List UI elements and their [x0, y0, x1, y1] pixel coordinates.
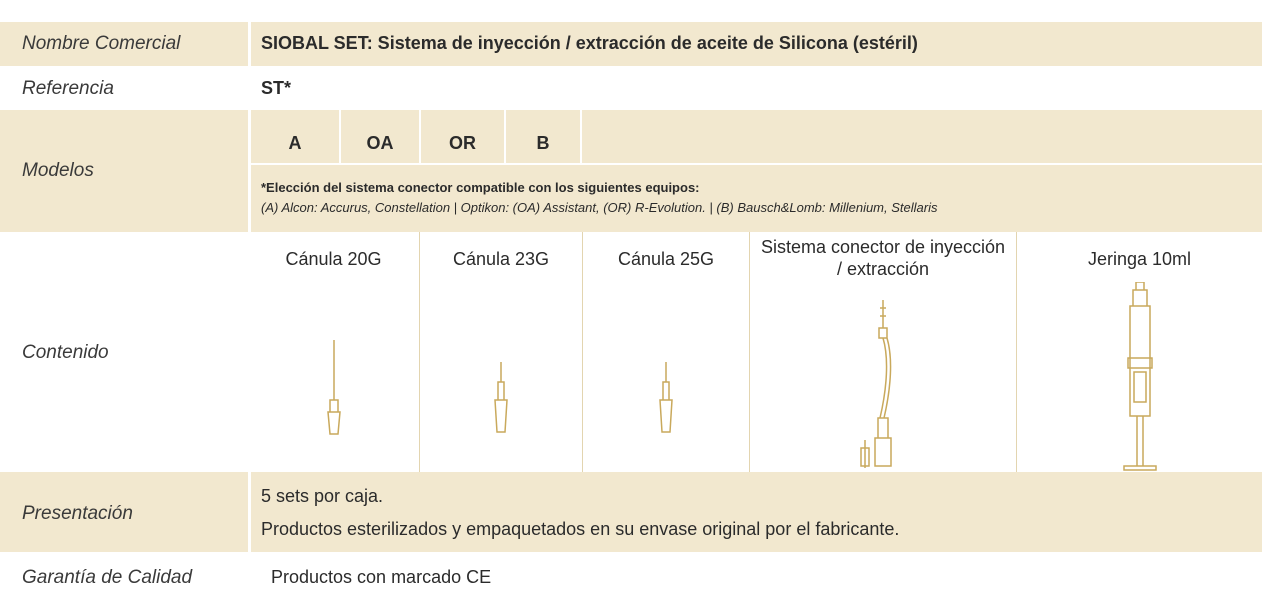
item-label: Cánula 25G [617, 249, 715, 269]
row-label: Modelos [22, 160, 94, 181]
item-label: Cánula 23G [452, 249, 550, 269]
row-presentacion: Presentación 5 sets por caja. Productos … [0, 472, 1262, 552]
row-label: Nombre Comercial [22, 33, 181, 54]
row-label: Contenido [22, 342, 109, 363]
row-value: Productos con marcado CE [271, 567, 492, 587]
row-value: ST* [261, 78, 292, 98]
row-nombre: Nombre Comercial SIOBAL SET: Sistema de … [0, 22, 1262, 66]
separator [248, 22, 251, 66]
item-label: Sistema conector de inyección / extracci… [760, 237, 1006, 279]
cannula-icon [659, 362, 673, 433]
item-cell: Sistema conector de inyección / extracci… [750, 232, 1017, 472]
row-modelos: Modelos A OA OR B *Elección del sistema … [0, 110, 1262, 232]
row-garantia: Garantía de Calidad Productos con marcad… [0, 552, 1262, 594]
row-value: SIOBAL SET: Sistema de inyección / extra… [261, 33, 918, 53]
row-contenido: Contenido Cánula 20G Cánula 23G Cánula 2… [0, 232, 1262, 472]
separator [248, 472, 251, 552]
row-line: 5 sets por caja. [261, 486, 384, 506]
cannula-icon [326, 340, 341, 435]
cannula-icon [494, 362, 508, 433]
item-cell: Cánula 23G [420, 232, 583, 472]
note: (A) Alcon: Accurus, Constellation | Opti… [261, 200, 938, 215]
model: OR [421, 110, 506, 163]
row-line: Productos esterilizados y empaquetados e… [261, 519, 900, 539]
item-cell: Cánula 25G [583, 232, 750, 472]
model: OA [341, 110, 421, 163]
item-cell: Jeringa 10ml [1017, 232, 1262, 472]
item-label: Jeringa 10ml [1087, 249, 1192, 269]
row-label: Presentación [22, 503, 133, 524]
note-title: *Elección del sistema conector compatibl… [261, 180, 700, 195]
item-label: Cánula 20G [285, 249, 382, 269]
item-cell: Cánula 20G [248, 232, 420, 472]
separator [251, 163, 1262, 165]
row-referencia: Referencia ST* [0, 66, 1262, 110]
separator [248, 110, 251, 232]
model: B [506, 110, 582, 163]
row-label: Garantía de Calidad [22, 567, 193, 588]
row-label: Referencia [22, 78, 114, 99]
connector-icon [860, 300, 892, 468]
syringe-icon [1122, 282, 1157, 471]
model: A [251, 110, 341, 163]
